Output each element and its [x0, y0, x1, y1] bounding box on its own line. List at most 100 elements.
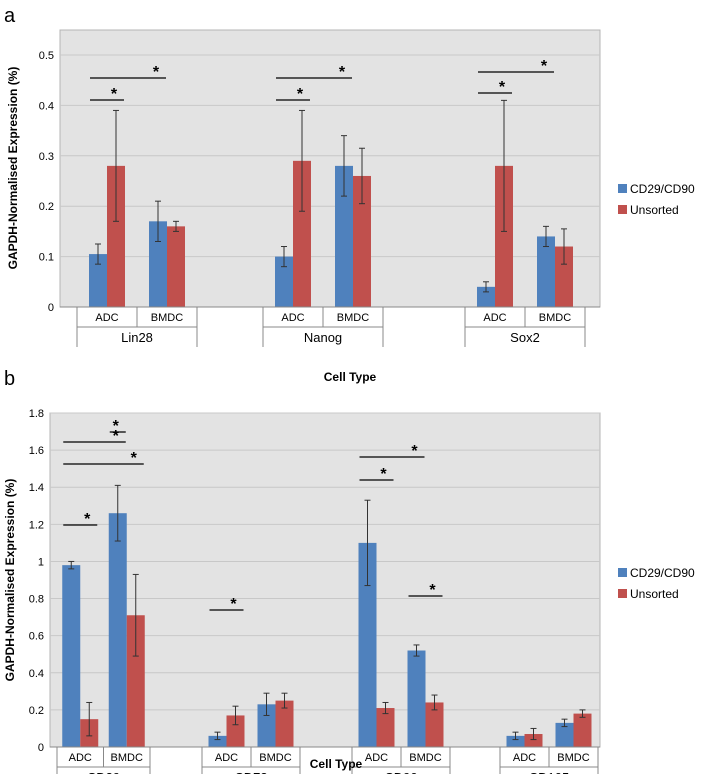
- bar-unsorted-lin28-bmdc: [167, 226, 185, 307]
- significance-star: *: [297, 86, 304, 103]
- x-group-label-cd105: CD105: [529, 770, 569, 774]
- x-axis-label-b: Cell Type: [310, 757, 363, 771]
- y-ticks-b: 0 0.2 0.4 0.6 0.8 1 1.2 1.4 1.6 1.8: [29, 408, 44, 754]
- significance-b: ********: [63, 418, 443, 613]
- significance-star: *: [111, 86, 118, 103]
- bar-unsorted-nanog-bmdc: [353, 175, 371, 307]
- bar-unsorted-cd105-bmdc: [573, 713, 592, 747]
- legend-label-unsorted-a: Unsorted: [630, 203, 679, 217]
- significance-star: *: [230, 596, 237, 613]
- x-group-label-cd73: CD73: [234, 770, 267, 774]
- y-tick-label: 0.4: [39, 100, 54, 112]
- significance-a: * * * * * *: [90, 58, 554, 103]
- x-subcategory-label: BMDC: [539, 312, 571, 324]
- legend-swatch-cd29cd90-a: [618, 184, 627, 193]
- bar-cd29cd90-cd29-bmdc: [108, 513, 127, 747]
- legend-b: CD29/CD90 Unsorted: [618, 566, 695, 601]
- bar-unsorted-cd90-bmdc: [425, 702, 444, 747]
- bar-cd29cd90-cd90-adc: [358, 542, 377, 747]
- significance-star: *: [411, 443, 418, 460]
- y-axis-label-a: GAPDH-Normalised Expression (%): [6, 67, 20, 270]
- bar-unsorted-nanog-adc: [293, 160, 311, 307]
- bar-unsorted-sox2-adc: [495, 165, 513, 307]
- y-tick-label: 0.4: [29, 668, 44, 680]
- bar-cd29cd90-cd105-bmdc: [555, 722, 574, 747]
- bar-unsorted-lin28-adc: [107, 165, 125, 307]
- y-tick-label: 0.2: [29, 705, 44, 717]
- bar-unsorted-cd90-adc: [376, 708, 395, 747]
- x-subcategory-label: BMDC: [337, 312, 369, 324]
- legend-swatch-cd29cd90-b: [618, 568, 627, 577]
- x-categories-b: ADC BMDC CD29 ADC BMDC CD73 ADC BMDC CD90 ADC BMDC…: [50, 746, 600, 774]
- panel-label-a: a: [4, 5, 16, 27]
- bar-unsorted-cd73-adc: [226, 715, 245, 747]
- significance-star: *: [113, 418, 120, 435]
- x-subcategory-label: ADC: [95, 312, 118, 324]
- chart-b: 00.20.40.60.811.21.41.61.8 ADCBMDCCD29AD…: [3, 408, 695, 774]
- bar-cd29cd90-cd90-bmdc: [407, 650, 426, 747]
- significance-star: *: [380, 466, 387, 483]
- y-tick-label: 0.1: [39, 252, 54, 264]
- x-subcategory-label: ADC: [69, 752, 92, 764]
- x-group-label-sox2: Sox2: [510, 330, 540, 345]
- bars-a: [89, 99, 573, 307]
- bar-unsorted-sox2-bmdc: [555, 246, 573, 307]
- legend-swatch-unsorted-a: [618, 205, 627, 214]
- bar-cd29cd90-cd73-bmdc: [257, 704, 276, 747]
- y-tick-label: 0.3: [39, 151, 54, 163]
- x-subcategory-label: ADC: [281, 312, 304, 324]
- legend-label-unsorted-b: Unsorted: [630, 587, 679, 601]
- x-subcategory-label: BMDC: [111, 752, 143, 764]
- bar-cd29cd90-cd29-adc: [62, 565, 81, 747]
- y-tick-label: 1.4: [29, 482, 44, 494]
- x-subcategory-label: ADC: [483, 312, 506, 324]
- legend-a: CD29/CD90 Unsorted: [618, 182, 695, 217]
- significance-star: *: [84, 511, 91, 528]
- bar-unsorted-cd73-bmdc: [275, 700, 294, 747]
- significance-star: *: [499, 79, 506, 96]
- legend-label-cd29cd90-a: CD29/CD90: [630, 182, 695, 196]
- bar-cd29cd90-cd73-adc: [208, 735, 227, 747]
- x-subcategory-label: BMDC: [259, 752, 291, 764]
- y-tick-label: 0.5: [39, 50, 54, 62]
- x-group-label-nanog: Nanog: [304, 330, 342, 345]
- bar-unsorted-cd29-bmdc: [126, 615, 145, 747]
- panel-label-b: b: [4, 368, 15, 390]
- x-group-label-cd29: CD29: [87, 770, 120, 774]
- x-subcategory-label: ADC: [513, 752, 536, 764]
- y-tick-label: 0.2: [39, 201, 54, 213]
- bar-unsorted-cd105-adc: [524, 734, 543, 747]
- bar-cd29cd90-cd105-adc: [506, 735, 525, 747]
- significance-star: *: [541, 58, 548, 75]
- bar-cd29cd90-lin28-bmdc: [149, 221, 167, 307]
- y-tick-label: 0: [38, 742, 44, 754]
- y-tick-label: 1.8: [29, 408, 44, 420]
- bar-cd29cd90-nanog-bmdc: [335, 165, 353, 307]
- y-tick-label: 0.8: [29, 594, 44, 606]
- significance-star: *: [429, 582, 436, 599]
- bar-cd29cd90-nanog-adc: [275, 256, 293, 307]
- bar-cd29cd90-sox2-bmdc: [537, 236, 555, 307]
- bars-b: [62, 484, 592, 747]
- significance-star: *: [339, 64, 346, 81]
- y-tick-label: 1.2: [29, 519, 44, 531]
- x-subcategory-label: BMDC: [557, 752, 589, 764]
- x-subcategory-label: ADC: [365, 752, 388, 764]
- y-ticks-a: 0 0.1 0.2 0.3 0.4 0.5: [39, 50, 54, 314]
- x-subcategory-label: BMDC: [409, 752, 441, 764]
- significance-star: *: [153, 64, 160, 81]
- y-tick-label: 1.6: [29, 445, 44, 457]
- x-group-label-lin28: Lin28: [121, 330, 153, 345]
- bar-cd29cd90-sox2-adc: [477, 286, 495, 307]
- x-subcategory-label: BMDC: [151, 312, 183, 324]
- x-subcategory-label: ADC: [215, 752, 238, 764]
- legend-swatch-unsorted-b: [618, 589, 627, 598]
- x-axis-label-a: Cell Type: [324, 370, 377, 384]
- significance-star: *: [131, 450, 138, 467]
- x-group-label-cd90: CD90: [384, 770, 417, 774]
- y-tick-label: 0.6: [29, 631, 44, 643]
